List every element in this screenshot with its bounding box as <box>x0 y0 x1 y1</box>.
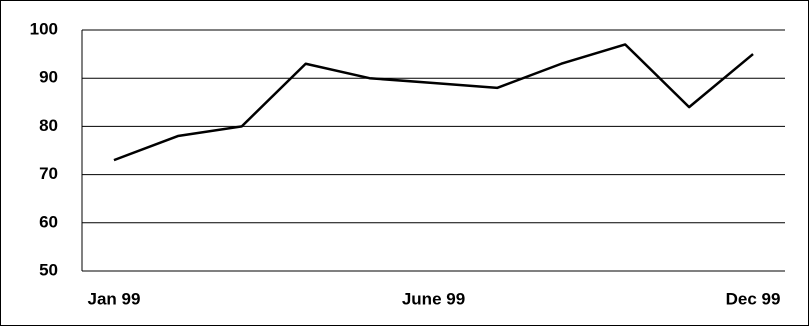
x-tick-label: Jan 99 <box>87 289 140 308</box>
y-tick-label: 70 <box>39 164 58 183</box>
x-tick-label: June 99 <box>402 289 465 308</box>
y-tick-label: 50 <box>39 260 58 279</box>
x-tick-label: Dec 99 <box>726 289 781 308</box>
y-tick-label: 100 <box>30 19 58 38</box>
y-tick-label: 80 <box>39 116 58 135</box>
y-tick-label: 60 <box>39 212 58 231</box>
line-series <box>113 43 754 162</box>
y-tick-label: 90 <box>39 68 58 87</box>
